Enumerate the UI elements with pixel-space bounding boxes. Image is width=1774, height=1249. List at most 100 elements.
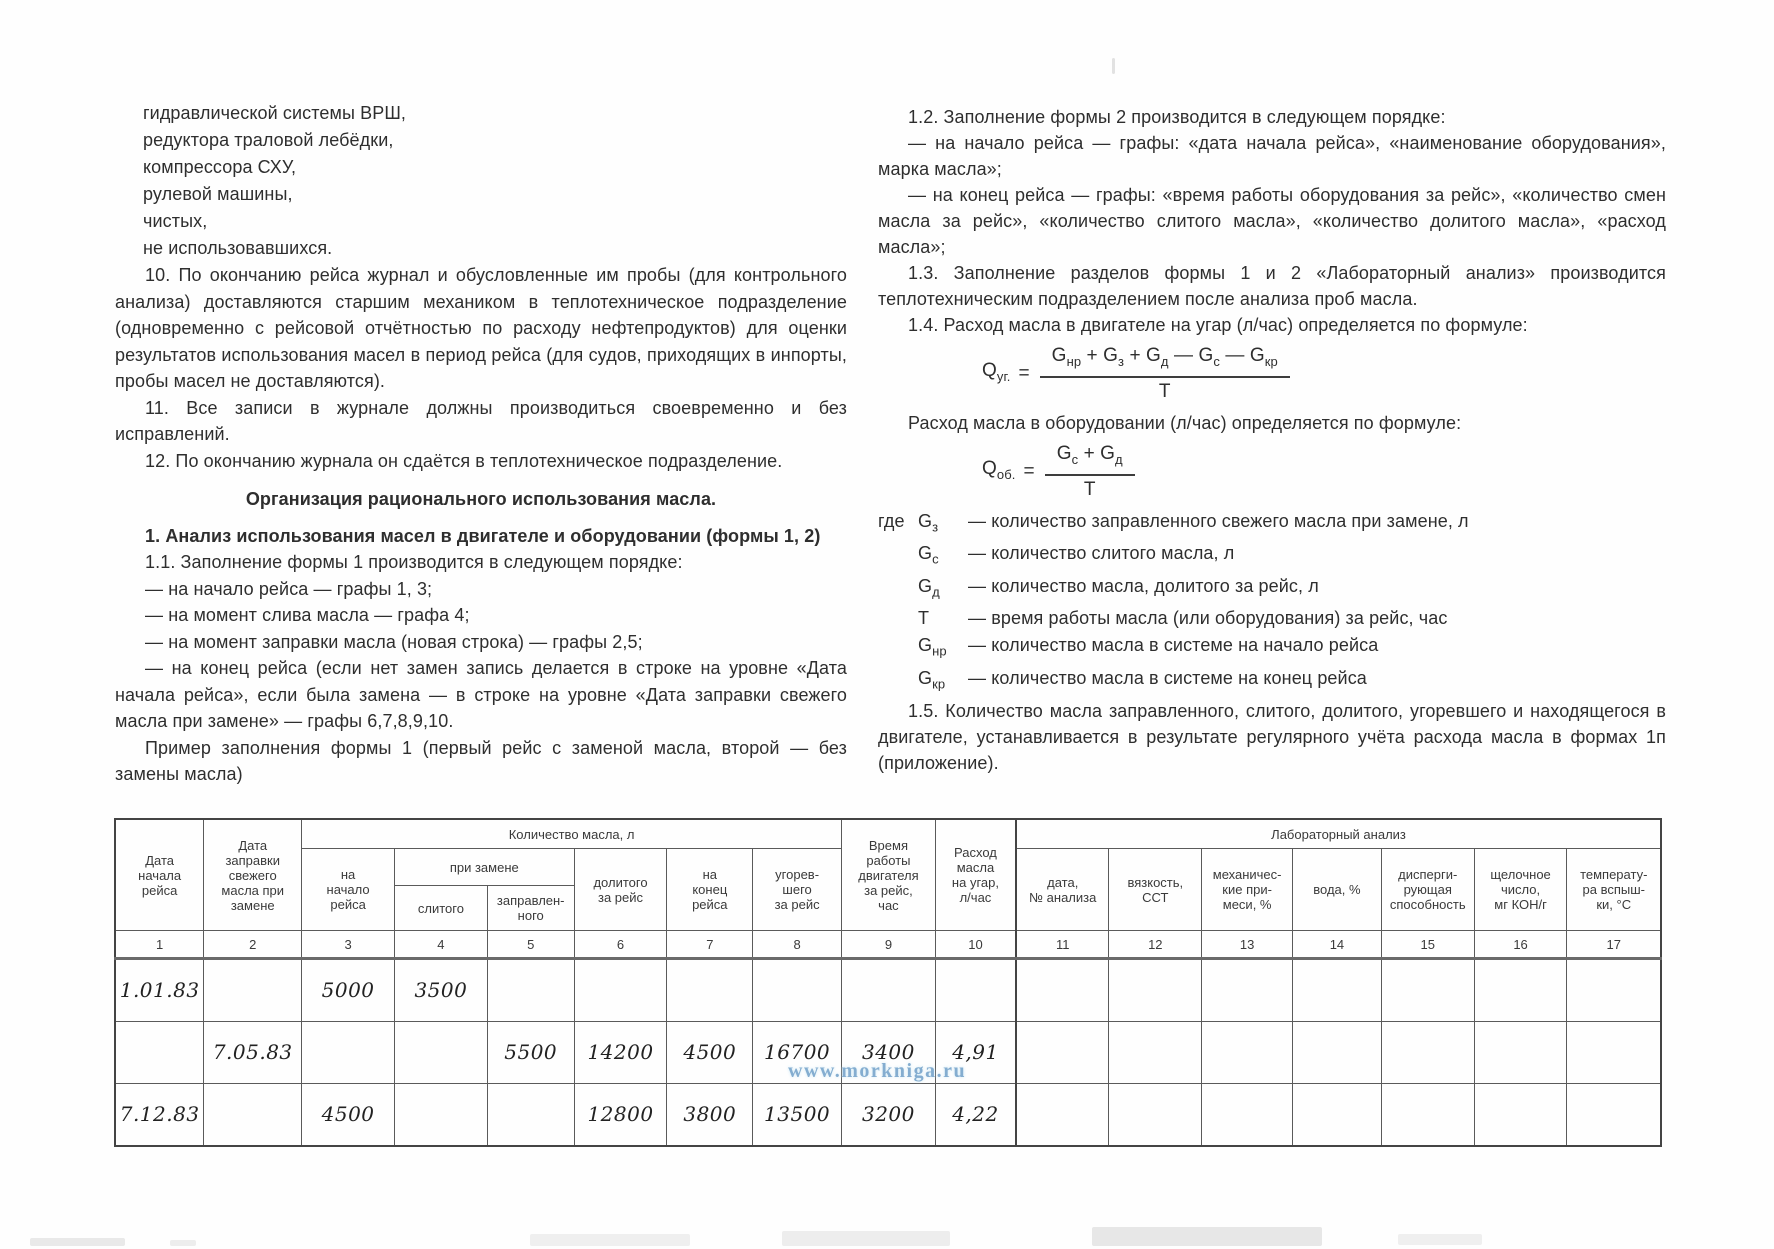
header-at-voyage-end: на конец рейса (666, 848, 754, 931)
definition-row: Т — время работы масла (или оборудования… (878, 605, 1666, 632)
column-number: 14 (1292, 930, 1382, 960)
column-number: 8 (752, 930, 843, 960)
dash-item: — на конец рейса — графы: «время работы … (878, 185, 1666, 257)
table-cell (841, 958, 936, 1022)
definition-row: Gд — количество масла, долитого за рейс,… (878, 573, 1666, 606)
table-cell (1108, 1021, 1203, 1084)
table-cell: 1.01.83 (114, 958, 205, 1022)
column-number: 11 (1015, 930, 1110, 960)
definition-prefix (878, 540, 918, 573)
formula-lhs: Qуг. (982, 360, 1011, 384)
scan-smudge (530, 1234, 690, 1246)
definition-text: — количество масла в системе на начало р… (968, 635, 1379, 656)
list-item: редуктора траловой лебёдки, (143, 130, 394, 150)
list-item: чистых, (143, 211, 208, 231)
fraction-denominator: Т (1158, 380, 1171, 402)
table-cell: 7.12.83 (114, 1083, 205, 1147)
definition-text: — количество масла в системе на конец ре… (968, 667, 1367, 688)
table-cell (1566, 958, 1662, 1022)
paragraph-10: 10. По окончанию рейса журнал и обусловл… (115, 265, 847, 391)
paragraph-1-1: 1.1. Заполнение формы 1 производится в с… (145, 552, 683, 572)
definition-row: Gс — количество слитого масла, л (878, 540, 1666, 573)
right-text-column: 1.2. Заполнение формы 2 производится в с… (878, 104, 1666, 816)
table-cell (1566, 1083, 1662, 1147)
header-filled: заправлен- ного (486, 885, 575, 931)
left-text-column: гидравлической системы ВРШ, редуктора тр… (115, 100, 847, 815)
table-cell: 3500 (394, 958, 488, 1022)
table-cell: 12800 (573, 1083, 668, 1147)
header-mechanical-impurities: механичес- кие при- меси, % (1201, 848, 1294, 931)
scan-smudge (782, 1231, 950, 1246)
fraction-numerator: Gнр + Gз + Gд — Gс — Gкр (1039, 344, 1290, 378)
definition-symbol: Gс (918, 543, 939, 567)
table-cell: 13500 (752, 1083, 843, 1147)
column-number: 2 (203, 930, 303, 960)
scan-smudge (1092, 1227, 1322, 1246)
column-number: 13 (1201, 930, 1294, 960)
table-cell: 4500 (301, 1083, 395, 1147)
dash-item: — на момент заправки масла (новая строка… (145, 631, 643, 652)
table-cell (934, 958, 1017, 1022)
table-cell (1473, 1021, 1568, 1084)
table-cell (203, 1083, 303, 1147)
watermark: www.morkniga.ru (788, 1060, 967, 1082)
table-cell: 7.05.83 (203, 1021, 303, 1084)
definition-text: — количество слитого масла, л (968, 543, 1235, 564)
table-cell (394, 1021, 488, 1084)
paragraph-12: 12. По окончанию журнала он сдаётся в те… (145, 450, 783, 471)
paragraph-example: Пример заполнения формы 1 (первый рейс с… (115, 737, 847, 785)
header-drained: слитого (394, 885, 488, 931)
table-cell: 3400 (841, 1021, 936, 1084)
header-burned-per-voyage: угорев- шего за рейс (752, 848, 843, 931)
table-cell (301, 1021, 395, 1084)
table-cell: 16700 (752, 1021, 843, 1084)
column-number: 6 (573, 930, 668, 960)
header-date-fresh-oil: Дата заправки свежего масла при замене (203, 818, 303, 931)
list-item: компрессора СХУ, (143, 157, 297, 177)
formula-equipment-rate: Qоб. = Gс + Gд Т (982, 442, 1666, 502)
table-group-header-row: Дата начала рейса Дата заправки свежего … (114, 818, 1662, 931)
column-number: 16 (1473, 930, 1568, 960)
column-number: 10 (934, 930, 1017, 960)
definition-row: Gкр — количество масла в системе на коне… (878, 665, 1666, 698)
table-cell (1108, 1083, 1203, 1147)
scan-smudge (1112, 58, 1115, 74)
table-cell (1473, 958, 1568, 1022)
table-cell (666, 958, 754, 1022)
header-analysis-date: дата, № анализа (1015, 848, 1110, 931)
table-cell (1108, 958, 1203, 1022)
column-number: 12 (1108, 930, 1203, 960)
table-cell (1015, 958, 1110, 1022)
table-cell: 3800 (666, 1083, 754, 1147)
table-cell: 4,22 (934, 1083, 1017, 1147)
header-dispersing-ability: дисперги- рующая способность (1380, 848, 1475, 931)
definition-prefix (878, 573, 918, 606)
table-cell (573, 958, 668, 1022)
table-cell (1292, 1083, 1382, 1147)
table-cell: 14200 (573, 1021, 668, 1084)
table-row: 1.01.83 5000 3500 (114, 958, 1662, 1022)
table-cell (1566, 1021, 1662, 1084)
table-cell (486, 1083, 575, 1147)
fraction-numerator: Gс + Gд (1044, 442, 1135, 476)
scan-smudge (1398, 1234, 1482, 1245)
table-cell: 4500 (666, 1021, 754, 1084)
table-row: 7.05.83 5500 14200 4500 16700 3400 4,91 (114, 1021, 1662, 1084)
header-engine-hours: Время работы двигателя за рейс, час (841, 818, 936, 931)
header-oil-consumption: Расход масла на угар, л/час (934, 818, 1017, 931)
column-number: 7 (666, 930, 754, 960)
dash-item: — на конец рейса (если нет замен запись … (115, 658, 847, 731)
formula-lhs: Qоб. (982, 457, 1016, 482)
formula-oil-burn-rate: Qуг. = Gнр + Gз + Gд — Gс — Gкр Т (982, 344, 1666, 404)
table-number-row: 1 2 3 4 5 6 7 8 9 10 11 12 13 14 15 16 17 (114, 930, 1662, 960)
fraction: Gс + Gд Т (1044, 442, 1135, 502)
list-item: не использовавшихся. (143, 238, 333, 258)
definition-symbol: Gнр (918, 635, 947, 659)
table-cell (1292, 958, 1382, 1022)
paragraph-11: 11. Все записи в журнале должны производ… (115, 397, 847, 445)
dash-item: — на момент слива масла — графа 4; (145, 605, 470, 625)
table-cell (1015, 1021, 1110, 1084)
definition-prefix (878, 632, 918, 665)
column-number: 17 (1566, 930, 1662, 960)
